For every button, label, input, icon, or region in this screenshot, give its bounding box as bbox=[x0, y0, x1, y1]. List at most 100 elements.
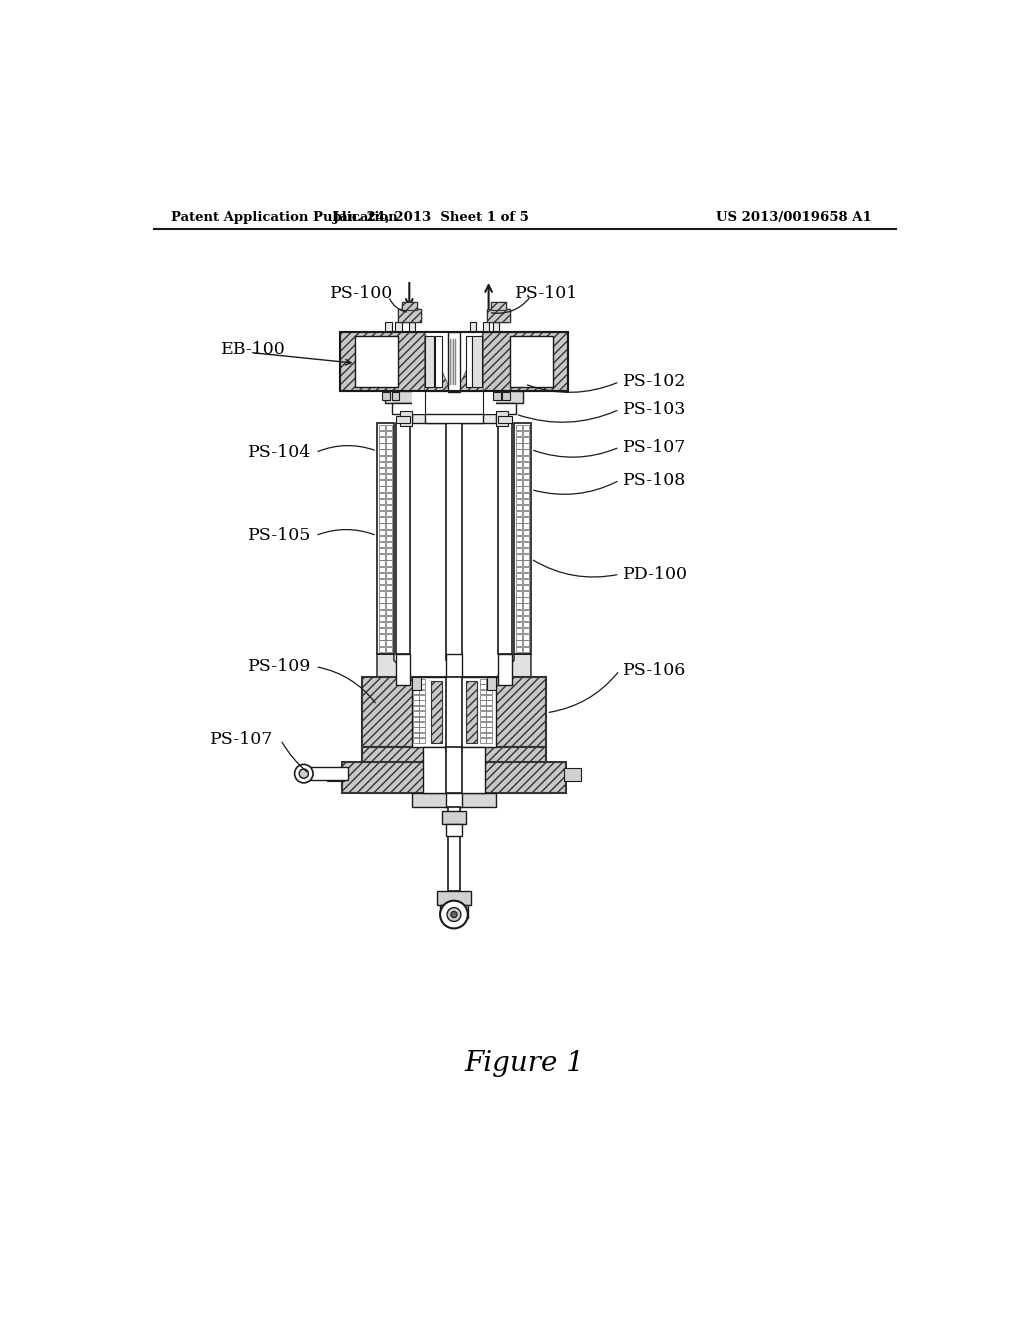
Bar bbox=[386, 506, 392, 511]
Circle shape bbox=[299, 770, 308, 779]
Bar bbox=[386, 591, 392, 597]
Bar bbox=[419, 689, 425, 694]
Bar bbox=[423, 747, 484, 793]
Bar bbox=[379, 499, 385, 504]
Bar bbox=[361, 677, 547, 747]
Bar bbox=[386, 430, 392, 437]
Bar bbox=[486, 689, 492, 694]
Bar bbox=[523, 449, 529, 455]
Bar bbox=[386, 615, 392, 622]
Bar bbox=[515, 425, 521, 430]
Bar bbox=[446, 825, 462, 836]
Bar bbox=[466, 681, 477, 743]
Bar bbox=[515, 506, 521, 511]
Bar bbox=[515, 591, 521, 597]
Bar bbox=[386, 425, 392, 430]
Bar bbox=[379, 524, 385, 529]
Bar bbox=[498, 416, 512, 424]
Bar bbox=[523, 462, 529, 467]
Bar bbox=[486, 678, 492, 684]
Bar bbox=[419, 711, 425, 715]
Bar bbox=[379, 480, 385, 486]
Bar bbox=[515, 444, 521, 449]
Bar bbox=[523, 566, 529, 572]
Bar bbox=[523, 554, 529, 560]
Bar bbox=[497, 411, 508, 426]
Bar bbox=[379, 492, 385, 498]
Bar bbox=[379, 444, 385, 449]
Circle shape bbox=[295, 764, 313, 783]
Bar bbox=[490, 302, 506, 310]
Bar bbox=[523, 622, 529, 627]
Bar bbox=[523, 474, 529, 479]
Bar bbox=[515, 499, 521, 504]
Bar bbox=[486, 706, 492, 710]
Bar bbox=[379, 425, 385, 430]
Bar bbox=[440, 906, 468, 917]
Text: PD-100: PD-100 bbox=[624, 566, 688, 582]
Bar bbox=[379, 591, 385, 597]
Bar bbox=[379, 455, 385, 461]
Bar bbox=[480, 706, 485, 710]
Bar bbox=[386, 499, 392, 504]
Bar bbox=[379, 462, 385, 467]
Bar bbox=[446, 677, 462, 751]
Bar bbox=[515, 517, 521, 523]
Bar bbox=[515, 449, 521, 455]
Polygon shape bbox=[377, 655, 412, 677]
Bar bbox=[515, 647, 521, 652]
Bar bbox=[494, 392, 501, 400]
Bar bbox=[447, 333, 460, 392]
Bar bbox=[413, 711, 419, 715]
Bar bbox=[401, 302, 417, 310]
Bar bbox=[480, 701, 485, 705]
Bar bbox=[446, 793, 462, 807]
Bar bbox=[515, 554, 521, 560]
Bar bbox=[419, 684, 425, 689]
Bar bbox=[515, 635, 521, 640]
Bar bbox=[515, 543, 521, 548]
Bar bbox=[396, 416, 410, 424]
Bar bbox=[386, 543, 392, 548]
Bar bbox=[386, 480, 392, 486]
Text: Jan. 24, 2013  Sheet 1 of 5: Jan. 24, 2013 Sheet 1 of 5 bbox=[333, 211, 528, 224]
Bar bbox=[379, 536, 385, 541]
Bar bbox=[413, 738, 419, 743]
Bar bbox=[386, 554, 392, 560]
Bar bbox=[523, 597, 529, 603]
Bar bbox=[413, 733, 419, 738]
Bar bbox=[487, 309, 510, 322]
Bar bbox=[523, 573, 529, 578]
Bar bbox=[386, 462, 392, 467]
Bar bbox=[486, 727, 492, 733]
Bar bbox=[386, 597, 392, 603]
Bar bbox=[523, 506, 529, 511]
Bar bbox=[523, 578, 529, 585]
Bar bbox=[523, 560, 529, 566]
Bar bbox=[480, 722, 485, 726]
Circle shape bbox=[447, 908, 461, 921]
Bar bbox=[523, 455, 529, 461]
Bar bbox=[419, 722, 425, 726]
Bar bbox=[419, 701, 425, 705]
Bar bbox=[523, 524, 529, 529]
Bar bbox=[486, 733, 492, 738]
Bar bbox=[487, 309, 510, 322]
Bar bbox=[480, 678, 485, 684]
Bar bbox=[498, 424, 512, 655]
Bar bbox=[435, 337, 441, 387]
Bar bbox=[379, 548, 385, 553]
Bar bbox=[379, 615, 385, 622]
Bar bbox=[523, 529, 529, 535]
Text: PS-101: PS-101 bbox=[515, 285, 578, 302]
Bar bbox=[385, 391, 523, 404]
Bar bbox=[397, 309, 421, 322]
Bar bbox=[515, 524, 521, 529]
Bar bbox=[413, 689, 419, 694]
Bar bbox=[386, 622, 392, 627]
Bar bbox=[386, 566, 392, 572]
Bar bbox=[386, 474, 392, 479]
Bar bbox=[379, 640, 385, 645]
Bar bbox=[515, 603, 521, 609]
Bar bbox=[379, 585, 385, 590]
